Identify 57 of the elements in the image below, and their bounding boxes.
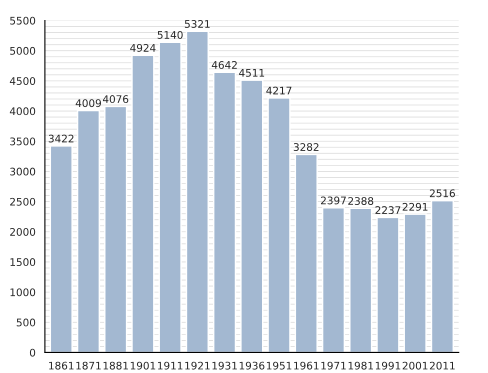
y-tick-label: 4000 bbox=[10, 107, 36, 116]
data-label: 5140 bbox=[158, 30, 183, 39]
y-tick-label: 3000 bbox=[10, 168, 36, 176]
y-tick-label: 5500 bbox=[10, 16, 36, 25]
bar bbox=[50, 145, 73, 352]
x-tick-label: 1991 bbox=[376, 362, 400, 370]
y-tick-label: 2500 bbox=[10, 198, 36, 206]
x-tick-label: 1881 bbox=[104, 362, 128, 370]
y-tick-label: 2000 bbox=[10, 228, 36, 236]
data-label: 3282 bbox=[294, 143, 318, 151]
x-tick-label: 1951 bbox=[266, 362, 292, 370]
x-tick-label: 2001 bbox=[402, 362, 428, 370]
x-tick-label: 1871 bbox=[76, 362, 101, 370]
data-label: 2291 bbox=[402, 202, 428, 211]
data-label: 2388 bbox=[348, 197, 374, 205]
data-label: 5321 bbox=[184, 20, 210, 28]
bar bbox=[158, 42, 182, 352]
bar bbox=[349, 208, 372, 352]
y-tick-label: 3500 bbox=[10, 137, 36, 146]
x-tick-label: 1921 bbox=[185, 362, 210, 370]
data-label: 4642 bbox=[212, 61, 237, 69]
x-tick-label: 1861 bbox=[49, 362, 74, 370]
bar bbox=[322, 207, 346, 352]
x-tick-label: 1931 bbox=[212, 362, 237, 370]
x-tick-label: 1901 bbox=[130, 362, 156, 370]
bar bbox=[186, 30, 209, 352]
data-label: 4511 bbox=[239, 69, 264, 77]
y-tick-label: 1500 bbox=[10, 258, 36, 266]
data-label: 3422 bbox=[48, 134, 74, 143]
data-label: 4076 bbox=[102, 95, 128, 104]
x-tick-label: 1971 bbox=[321, 362, 346, 370]
data-label: 2237 bbox=[375, 206, 400, 214]
x-tick-label: 1911 bbox=[158, 362, 182, 370]
bar bbox=[376, 216, 400, 352]
x-tick-label: 1961 bbox=[294, 362, 319, 370]
bar bbox=[294, 154, 318, 352]
y-tick-label: 1000 bbox=[10, 288, 36, 296]
bar bbox=[213, 72, 236, 352]
bar bbox=[76, 110, 100, 352]
x-tick-label: 2011 bbox=[430, 362, 455, 370]
y-tick-label: 0 bbox=[30, 348, 36, 357]
bar bbox=[267, 97, 291, 352]
data-label: 4217 bbox=[266, 86, 292, 94]
bar bbox=[430, 200, 454, 352]
y-tick-label: 4500 bbox=[10, 77, 36, 85]
bar bbox=[104, 106, 128, 352]
y-tick-label: 500 bbox=[16, 318, 36, 326]
data-label: 2397 bbox=[320, 196, 346, 204]
bar bbox=[240, 80, 264, 352]
data-label: 4009 bbox=[76, 99, 101, 108]
bar bbox=[131, 54, 154, 352]
y-tick-label: 5000 bbox=[10, 46, 36, 55]
data-label: 4924 bbox=[130, 44, 156, 52]
data-label: 2516 bbox=[430, 189, 455, 198]
x-tick-label: 1981 bbox=[348, 362, 373, 370]
bar bbox=[404, 214, 427, 352]
x-tick-label: 1936 bbox=[240, 362, 264, 370]
